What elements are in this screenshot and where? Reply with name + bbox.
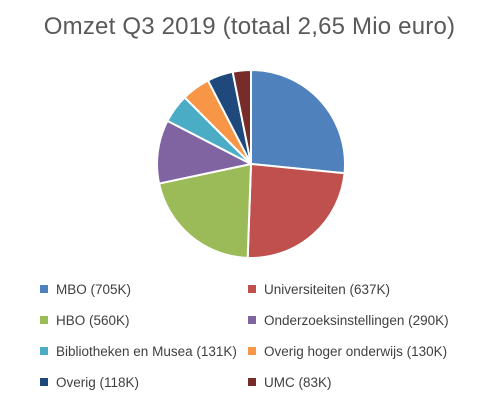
legend-item-overig: Overig (118K) (40, 372, 139, 392)
legend-swatch (248, 347, 256, 355)
chart-title: Omzet Q3 2019 (totaal 2,65 Mio euro) (43, 13, 456, 40)
legend-label: Bibliotheken en Musea (131K) (56, 343, 237, 359)
legend-swatch (40, 285, 48, 293)
legend-swatch (248, 378, 256, 386)
legend-swatch (248, 285, 256, 293)
pie-slices (156, 69, 346, 259)
legend-label: Overig hoger onderwijs (130K) (264, 343, 448, 359)
legend-item-onderzoeksinstellingen: Onderzoeksinstellingen (290K) (248, 310, 449, 330)
legend-swatch (40, 378, 48, 386)
legend-swatch (40, 316, 48, 324)
pie-slice-umc (231, 69, 252, 165)
legend-label: HBO (560K) (56, 312, 130, 328)
legend-label: Universiteiten (637K) (264, 281, 391, 297)
legend-label: Overig (118K) (56, 374, 140, 390)
legend-item-mbo: MBO (705K) (40, 279, 131, 299)
legend-label: UMC (83K) (264, 374, 332, 390)
pie-slice-universiteiten (246, 163, 346, 259)
legend-item-bibliotheken-en-musea: Bibliotheken en Musea (131K) (40, 341, 237, 361)
legend-swatch (248, 316, 256, 324)
legend-item-overig-hoger-onderwijs: Overig hoger onderwijs (130K) (248, 341, 447, 361)
legend-label: Onderzoeksinstellingen (290K) (264, 312, 449, 328)
legend-label: MBO (705K) (56, 281, 132, 297)
pie-slice-hbo (158, 163, 252, 259)
legend-swatch (40, 347, 48, 355)
legend-item-universiteiten: Universiteiten (637K) (248, 279, 390, 299)
legend-item-hbo: HBO (560K) (40, 310, 130, 330)
legend-item-umc: UMC (83K) (248, 372, 332, 392)
pie-slice-mbo (250, 69, 346, 175)
